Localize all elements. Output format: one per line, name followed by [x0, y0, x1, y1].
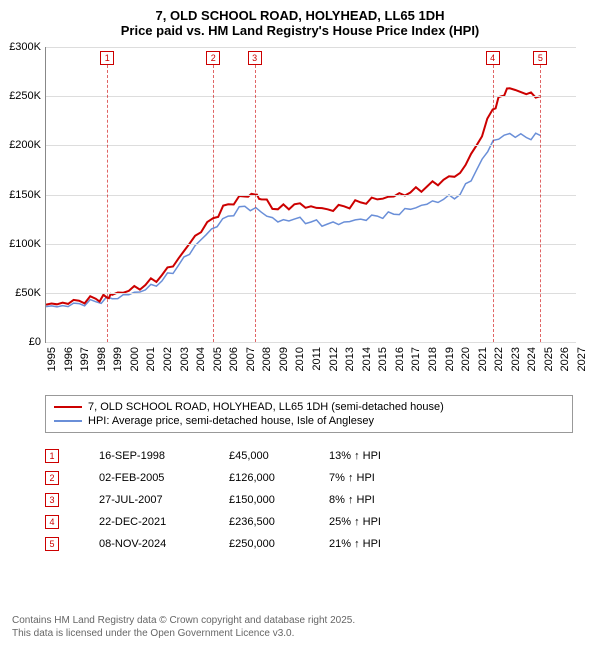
- legend-label: 7, OLD SCHOOL ROAD, HOLYHEAD, LL65 1DH (…: [88, 401, 444, 413]
- gridline: [46, 244, 576, 245]
- x-axis-label: 2018: [427, 347, 439, 377]
- row-date: 22-DEC-2021: [99, 516, 229, 528]
- series-line: [46, 133, 540, 307]
- marker-line: [255, 65, 256, 342]
- x-axis-label: 2014: [361, 347, 373, 377]
- row-marker: 3: [45, 493, 59, 507]
- marker-label: 2: [206, 51, 220, 65]
- x-axis-label: 2024: [526, 347, 538, 377]
- x-axis-label: 2012: [328, 347, 340, 377]
- y-axis-label: £100K: [1, 238, 41, 250]
- x-axis-label: 2023: [510, 347, 522, 377]
- x-axis-label: 2000: [129, 347, 141, 377]
- x-axis-label: 2021: [477, 347, 489, 377]
- x-axis-label: 2017: [410, 347, 422, 377]
- legend-row: HPI: Average price, semi-detached house,…: [54, 414, 564, 428]
- legend-label: HPI: Average price, semi-detached house,…: [88, 415, 374, 427]
- x-axis-label: 2016: [394, 347, 406, 377]
- x-axis-label: 2015: [377, 347, 389, 377]
- footer-line2: This data is licensed under the Open Gov…: [12, 627, 355, 640]
- row-pct: 8% ↑ HPI: [329, 494, 409, 506]
- x-axis-label: 2020: [460, 347, 472, 377]
- x-axis-label: 2008: [261, 347, 273, 377]
- y-axis-label: £200K: [1, 139, 41, 151]
- x-axis-label: 1999: [112, 347, 124, 377]
- table-row: 1 16-SEP-1998£45,00013% ↑ HPI: [45, 445, 409, 467]
- row-price: £150,000: [229, 494, 329, 506]
- footer: Contains HM Land Registry data © Crown c…: [12, 614, 355, 640]
- row-marker: 5: [45, 537, 59, 551]
- x-axis-label: 2010: [294, 347, 306, 377]
- gridline: [46, 47, 576, 48]
- gridline: [46, 293, 576, 294]
- row-date: 02-FEB-2005: [99, 472, 229, 484]
- row-pct: 13% ↑ HPI: [329, 450, 409, 462]
- marker-label: 3: [248, 51, 262, 65]
- x-axis-label: 2005: [212, 347, 224, 377]
- x-axis-label: 2004: [195, 347, 207, 377]
- x-axis-label: 2011: [311, 347, 323, 377]
- gridline: [46, 96, 576, 97]
- legend-swatch: [54, 406, 82, 408]
- row-pct: 25% ↑ HPI: [329, 516, 409, 528]
- row-price: £126,000: [229, 472, 329, 484]
- x-axis-label: 2009: [278, 347, 290, 377]
- legend: 7, OLD SCHOOL ROAD, HOLYHEAD, LL65 1DH (…: [45, 395, 573, 433]
- x-axis-label: 2007: [245, 347, 257, 377]
- marker-line: [540, 65, 541, 342]
- row-pct: 21% ↑ HPI: [329, 538, 409, 550]
- gridline: [46, 145, 576, 146]
- row-marker: 4: [45, 515, 59, 529]
- x-axis-label: 2027: [576, 347, 588, 377]
- row-date: 27-JUL-2007: [99, 494, 229, 506]
- row-marker: 2: [45, 471, 59, 485]
- y-axis-label: £250K: [1, 90, 41, 102]
- y-axis-label: £300K: [1, 41, 41, 53]
- row-date: 08-NOV-2024: [99, 538, 229, 550]
- row-date: 16-SEP-1998: [99, 450, 229, 462]
- row-pct: 7% ↑ HPI: [329, 472, 409, 484]
- y-axis-label: £0: [1, 336, 41, 348]
- x-axis-label: 2019: [444, 347, 456, 377]
- marker-line: [493, 65, 494, 342]
- x-axis-label: 1997: [79, 347, 91, 377]
- title-line1: 7, OLD SCHOOL ROAD, HOLYHEAD, LL65 1DH: [0, 0, 600, 23]
- table-row: 5 08-NOV-2024£250,00021% ↑ HPI: [45, 533, 409, 555]
- legend-swatch: [54, 420, 82, 422]
- x-axis-label: 1995: [46, 347, 58, 377]
- chart-plot-area: £0£50K£100K£150K£200K£250K£300K199519961…: [45, 47, 576, 343]
- row-price: £45,000: [229, 450, 329, 462]
- row-price: £236,500: [229, 516, 329, 528]
- marker-label: 4: [486, 51, 500, 65]
- row-marker: 1: [45, 449, 59, 463]
- x-axis-label: 2006: [228, 347, 240, 377]
- table-row: 3 27-JUL-2007£150,0008% ↑ HPI: [45, 489, 409, 511]
- x-axis-label: 2002: [162, 347, 174, 377]
- marker-line: [213, 65, 214, 342]
- row-price: £250,000: [229, 538, 329, 550]
- marker-label: 1: [100, 51, 114, 65]
- gridline: [46, 195, 576, 196]
- footer-line1: Contains HM Land Registry data © Crown c…: [12, 614, 355, 627]
- marker-table: 1 16-SEP-1998£45,00013% ↑ HPI 2 02-FEB-2005…: [45, 445, 409, 555]
- x-axis-label: 1996: [63, 347, 75, 377]
- x-axis-label: 2026: [559, 347, 571, 377]
- x-axis-label: 2001: [145, 347, 157, 377]
- table-row: 2 02-FEB-2005£126,0007% ↑ HPI: [45, 467, 409, 489]
- x-axis-label: 2013: [344, 347, 356, 377]
- title-line2: Price paid vs. HM Land Registry's House …: [0, 23, 600, 42]
- x-axis-label: 2022: [493, 347, 505, 377]
- marker-line: [107, 65, 108, 342]
- y-axis-label: £50K: [1, 287, 41, 299]
- series-line: [46, 88, 540, 304]
- marker-label: 5: [533, 51, 547, 65]
- y-axis-label: £150K: [1, 189, 41, 201]
- x-axis-label: 2003: [179, 347, 191, 377]
- gridline: [46, 342, 576, 343]
- legend-row: 7, OLD SCHOOL ROAD, HOLYHEAD, LL65 1DH (…: [54, 400, 564, 414]
- x-axis-label: 2025: [543, 347, 555, 377]
- x-axis-label: 1998: [96, 347, 108, 377]
- table-row: 4 22-DEC-2021£236,50025% ↑ HPI: [45, 511, 409, 533]
